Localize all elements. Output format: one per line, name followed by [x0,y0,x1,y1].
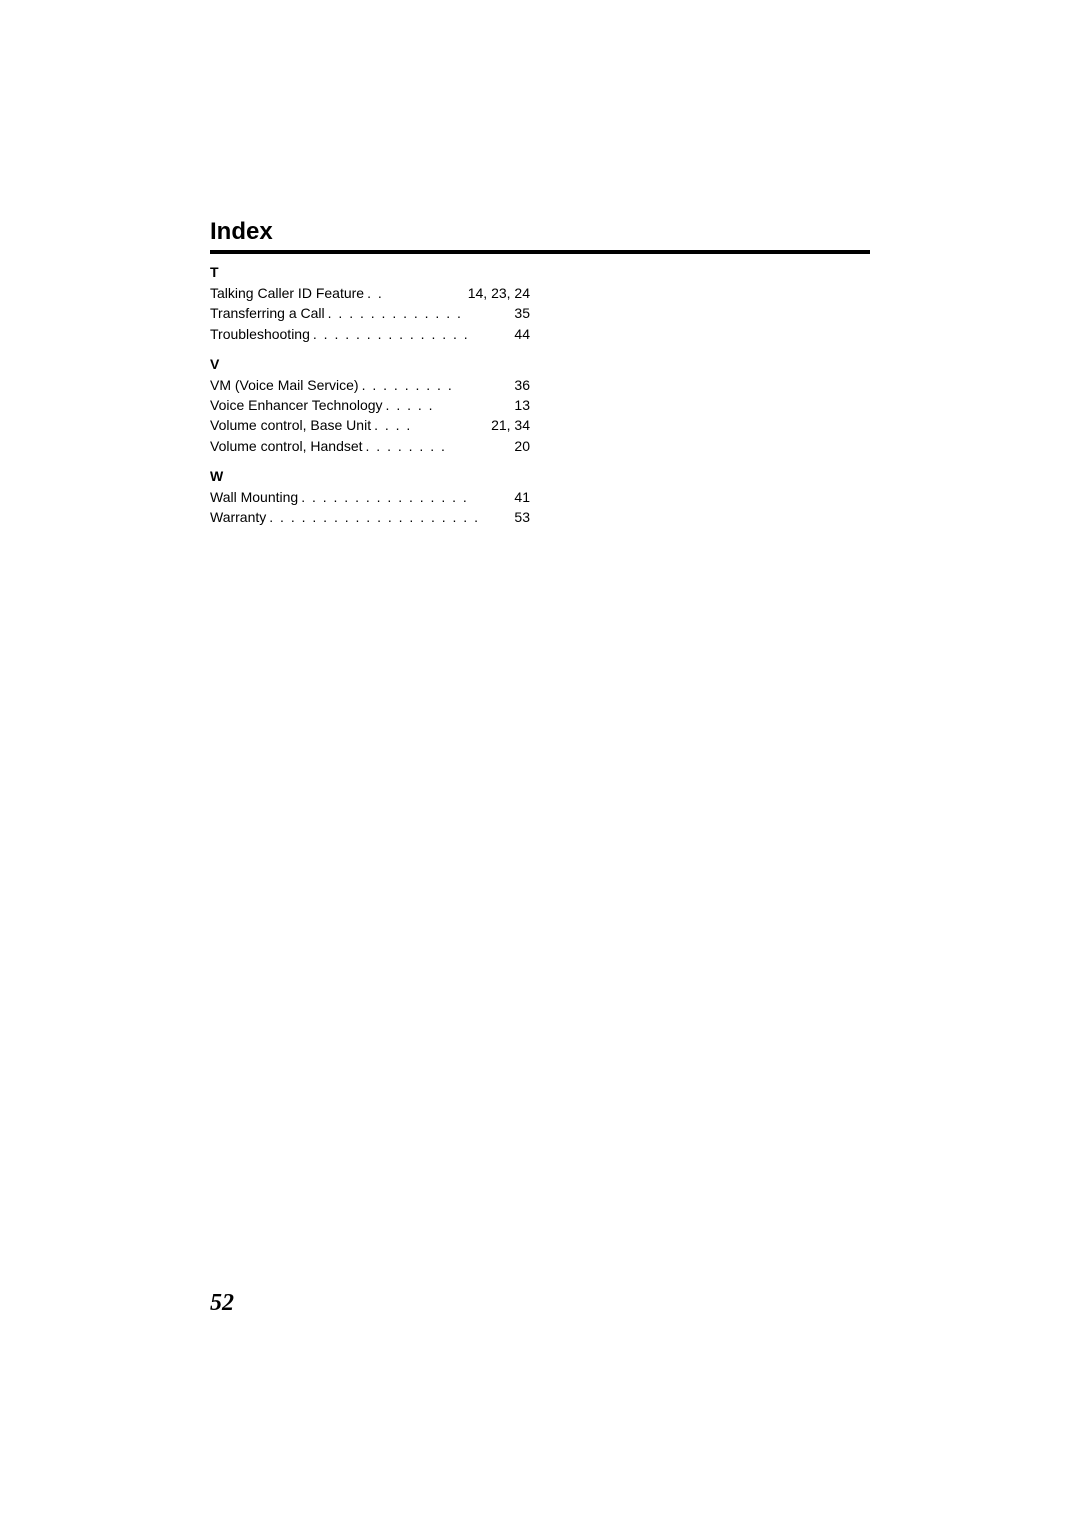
entry-label: Voice Enhancer Technology [210,395,383,415]
entry-dots: . . [364,283,464,303]
entry-pages: 53 [510,507,530,527]
section-letter-t: T [210,264,530,280]
entry-dots: . . . . . . . . . [359,375,511,395]
entry-label: Volume control, Base Unit [210,415,371,435]
entry-label: VM (Voice Mail Service) [210,375,359,395]
index-entry: Volume control, Base Unit . . . . 21, 34 [210,415,530,435]
entry-pages: 14, 23, 24 [464,283,530,303]
entry-label: Talking Caller ID Feature [210,283,364,303]
entry-pages: 36 [510,375,530,395]
entry-pages: 44 [510,324,530,344]
index-entry: Warranty . . . . . . . . . . . . . . . .… [210,507,530,527]
entry-label: Wall Mounting [210,487,298,507]
entry-dots: . . . . [371,415,487,435]
entry-label: Warranty [210,507,266,527]
index-entry: Wall Mounting . . . . . . . . . . . . . … [210,487,530,507]
section-letter-v: V [210,356,530,372]
title-rule [210,250,870,254]
page-number: 52 [210,1290,234,1317]
page-content: Index T Talking Caller ID Feature . . 14… [210,218,870,528]
entry-dots: . . . . . . . . . . . . . . . . . . . . [266,507,510,527]
entry-pages: 41 [510,487,530,507]
entry-label: Volume control, Handset [210,436,363,456]
index-entry: Troubleshooting . . . . . . . . . . . . … [210,324,530,344]
entry-pages: 21, 34 [487,415,530,435]
entry-label: Transferring a Call [210,303,325,323]
entry-dots: . . . . . . . . . . . . . [325,303,511,323]
page-title: Index [210,218,870,246]
index-entry: VM (Voice Mail Service) . . . . . . . . … [210,375,530,395]
entry-dots: . . . . . . . . [363,436,511,456]
index-entry: Voice Enhancer Technology . . . . . 13 [210,395,530,415]
entry-pages: 13 [510,395,530,415]
entry-dots: . . . . . . . . . . . . . . . . [298,487,510,507]
entry-dots: . . . . . [383,395,511,415]
entry-pages: 35 [510,303,530,323]
index-entry: Volume control, Handset . . . . . . . . … [210,436,530,456]
index-entry: Transferring a Call . . . . . . . . . . … [210,303,530,323]
index-entry: Talking Caller ID Feature . . 14, 23, 24 [210,283,530,303]
section-letter-w: W [210,468,530,484]
entry-label: Troubleshooting [210,324,310,344]
index-column: T Talking Caller ID Feature . . 14, 23, … [210,264,530,528]
entry-dots: . . . . . . . . . . . . . . . [310,324,511,344]
entry-pages: 20 [510,436,530,456]
